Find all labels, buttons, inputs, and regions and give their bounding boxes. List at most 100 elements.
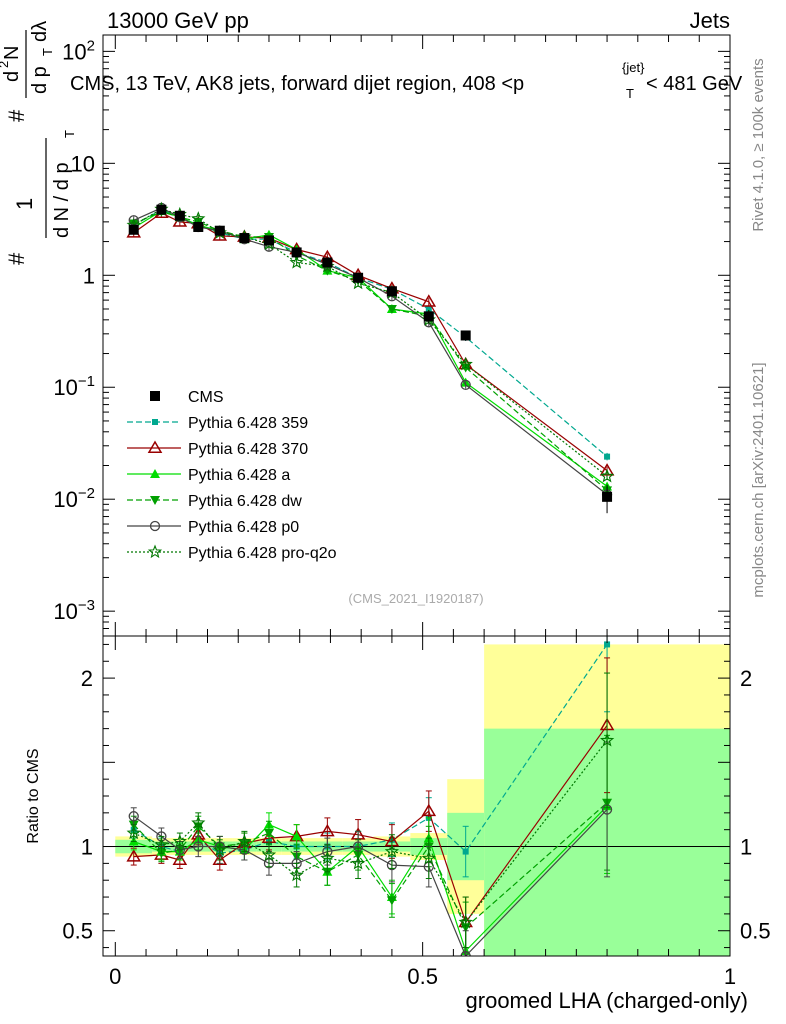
chart-title-sup: {jet} xyxy=(622,60,645,75)
ratio-series-point xyxy=(604,641,611,648)
main-ytick-label: 10−3 xyxy=(53,597,95,624)
side-label-rivet: Rivet 4.1.0, ≥ 100k events xyxy=(750,58,767,231)
main-ytick-label: 10 xyxy=(71,151,95,176)
ylabel-one: 1 xyxy=(12,198,37,210)
ratio-series-point xyxy=(126,849,142,862)
legend-marker xyxy=(150,469,160,478)
ratio-series-point xyxy=(458,914,473,929)
ratio-series-point xyxy=(350,855,366,870)
main-series-point xyxy=(600,468,615,483)
cms-data-point xyxy=(460,330,471,341)
main-series-line xyxy=(133,211,608,491)
main-ytick-base: 10 xyxy=(62,39,86,64)
ratio-series-point xyxy=(212,852,228,865)
main-series-point xyxy=(604,453,611,460)
chart-title-pre: CMS, 13 TeV, AK8 jets, forward dijet reg… xyxy=(70,73,524,95)
main-series-point xyxy=(386,304,397,314)
ratio-ytick-label-left: 1 xyxy=(81,835,93,860)
main-ytick-base: 10 xyxy=(53,599,77,624)
main-ytick-label: 10−2 xyxy=(53,485,95,512)
main-ytick-base: 10 xyxy=(53,487,77,512)
legend-label: Pythia 6.428 p0 xyxy=(188,519,299,536)
ratio-series-point xyxy=(261,847,277,862)
legend-marker xyxy=(149,520,161,532)
main-series-point xyxy=(421,294,437,307)
header-right: Jets xyxy=(690,8,730,33)
ratio-series-line xyxy=(133,740,608,924)
ratio-series-point xyxy=(212,842,227,856)
ratio-series-point xyxy=(384,844,400,858)
ylabel-numerator-sup: 2 xyxy=(0,61,11,68)
ylabel-denominator: d N / d p xyxy=(51,162,73,238)
ratio-ylabel: Ratio to CMS xyxy=(25,748,42,843)
watermark: (CMS_2021_I1920187) xyxy=(348,591,483,606)
legend-label: CMS xyxy=(188,389,224,406)
main-ytick-label: 102 xyxy=(62,37,95,64)
legend-label: Pythia 6.428 pro-q2o xyxy=(188,545,337,562)
chart-title-sub: T xyxy=(626,86,634,101)
ratio-series-point xyxy=(172,834,187,848)
ratio-series-layer xyxy=(103,636,730,956)
ratio-ytick-label-right: 2 xyxy=(740,666,752,691)
ratio-series-point xyxy=(320,850,335,865)
ratio-series-point xyxy=(386,896,397,906)
ratio-series-point xyxy=(154,837,169,851)
legend-marker xyxy=(152,419,158,425)
main-ytick-exponent: −1 xyxy=(78,373,95,390)
main-series-layer xyxy=(126,201,615,514)
ratio-ytick-label-right: 1 xyxy=(740,835,752,860)
ylabel-denominator-sub: T xyxy=(62,130,77,138)
header-left: 13000 GeV pp xyxy=(107,8,249,33)
main-ytick-exponent: −2 xyxy=(78,485,95,502)
ratio-series-point xyxy=(193,841,204,852)
ratio-ytick-label-left: 0.5 xyxy=(62,919,93,944)
ratio-ytick-label-left: 2 xyxy=(81,666,93,691)
ratio-series-point xyxy=(421,803,437,817)
legend-marker xyxy=(150,496,160,505)
main-series-point xyxy=(191,211,206,225)
main-ytick-base: 10 xyxy=(53,375,77,400)
ratio-series-line xyxy=(133,724,608,924)
cms-data-point xyxy=(128,224,139,235)
ratio-series-point xyxy=(128,811,139,822)
xtick-label: 0 xyxy=(109,964,121,989)
main-series-point xyxy=(425,305,432,312)
ylabel-hash-1: # xyxy=(4,252,29,265)
side-label-mcplots: mcplots.cern.ch [arXiv:2401.10621] xyxy=(750,362,767,597)
cms-data-point xyxy=(263,235,274,246)
legend-label: Pythia 6.428 dw xyxy=(188,493,302,510)
cms-data-point xyxy=(156,204,167,215)
cms-data-point xyxy=(386,286,397,297)
cms-data-point xyxy=(291,247,302,258)
ratio-series-line xyxy=(133,809,608,956)
ratio-series-point xyxy=(291,831,302,841)
legend-marker xyxy=(147,544,163,559)
ratio-series-point xyxy=(237,833,252,848)
ylabel-hash-2: # xyxy=(4,109,29,122)
ratio-series-point xyxy=(462,848,469,855)
cms-data-point xyxy=(214,225,225,236)
main-ytick-label: 10−1 xyxy=(53,373,95,400)
xtick-label: 0.5 xyxy=(407,964,438,989)
cms-data-point xyxy=(423,311,434,322)
main-ylabel: #1 d N / d p T # d 2Nd p T dλ xyxy=(0,21,77,265)
legend: CMS Pythia 6.428 359 Pythia 6.428 370 Pythi… xyxy=(127,389,337,562)
main-series-point xyxy=(289,255,304,269)
axes-layer xyxy=(102,34,731,957)
cms-data-point xyxy=(239,233,250,244)
main-ytick-label: 1 xyxy=(83,263,95,288)
ratio-series-point xyxy=(172,852,188,865)
ratio-series-point xyxy=(599,732,615,747)
xtick-label: 1 xyxy=(724,964,736,989)
legend-label: Pythia 6.428 a xyxy=(188,467,290,484)
ratio-series-point xyxy=(263,829,274,839)
ratio-series-point xyxy=(289,867,304,882)
cms-data-point xyxy=(353,272,364,283)
ylabel-numerator-n: N xyxy=(1,46,23,60)
xlabel: groomed LHA (charged-only) xyxy=(466,988,748,1013)
main-series-point xyxy=(458,356,473,371)
cms-data-point xyxy=(174,210,185,221)
ratio-series-point xyxy=(421,850,436,865)
